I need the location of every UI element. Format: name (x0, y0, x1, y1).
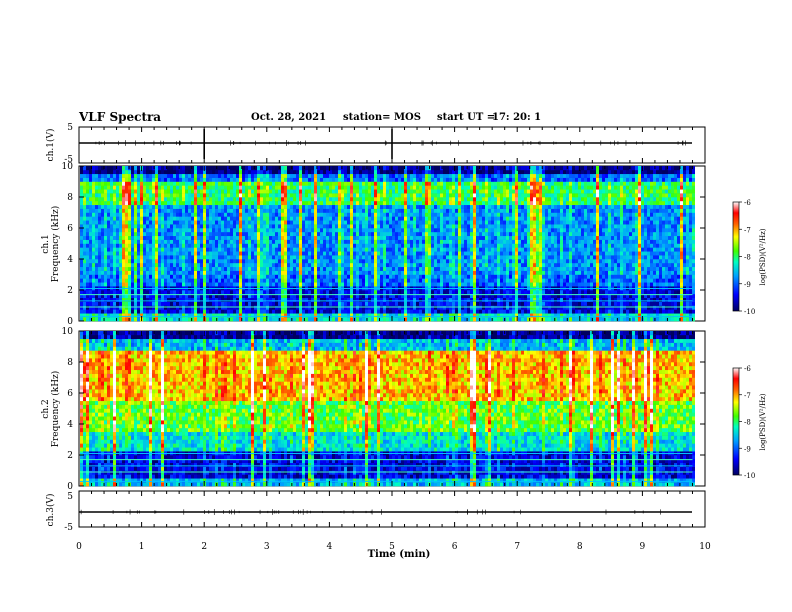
colorbar-tick-label: -7 (744, 392, 751, 400)
x-tick-label: 2 (201, 542, 207, 552)
ch2-colorbar-label: log(PSD)(V²/Hz) (759, 393, 767, 450)
ch1-spectrogram-panel: 0 2 4 6 8 10 ch.1 Frequency (kHz) (41, 162, 706, 327)
x-axis-label: Time (min) (368, 549, 431, 560)
y-tick-label: 0 (67, 317, 73, 327)
colorbar-tick-label: -7 (744, 226, 751, 234)
ch1-yticks: 0 2 4 6 8 10 (62, 162, 705, 327)
y-tick-label: 8 (67, 358, 73, 368)
ch2-colorbar-ticks: -6 -7 -8 -9 -10 (739, 365, 755, 480)
x-tick-label: 4 (327, 542, 333, 552)
x-tick-label: 3 (264, 542, 270, 552)
y-tick-label: 2 (67, 286, 73, 296)
ch1-spec-ylabel-line2: Frequency (kHz) (50, 206, 61, 283)
colorbar-tick-label: -6 (744, 365, 751, 373)
x-tick-label: 9 (640, 542, 646, 552)
colorbar-tick-label: -10 (744, 472, 755, 480)
ch3-ytick-top: 5 (67, 492, 73, 502)
x-tick-label: 10 (699, 542, 711, 552)
y-tick-label: 0 (67, 482, 73, 492)
ch2-spec-ylabel-line2: Frequency (kHz) (50, 371, 61, 448)
ch2-spec-ylabel-line1: ch.2 (41, 399, 51, 418)
ch3-spike-group (80, 509, 661, 515)
time-axis-ticks (78, 127, 706, 527)
chart-title: VLF Spectra (79, 110, 162, 124)
colorbar-tick-label: -9 (744, 445, 751, 453)
y-tick-label: 6 (67, 389, 73, 399)
colorbar-tick-label: -8 (744, 419, 751, 427)
ch1-colorbar: -6 -7 -8 -9 -10 log(PSD)(V²/Hz) (732, 199, 767, 316)
x-tick-label: 8 (577, 542, 583, 552)
ch2-spectrogram-panel: 0 2 4 6 8 10 ch.2 Frequency (kHz) (41, 327, 706, 492)
ch1-colorbar-label: log(PSD)(V²/Hz) (759, 228, 767, 285)
colorbar-tick-label: -8 (744, 254, 751, 262)
colorbar-tick-label: -10 (744, 308, 755, 316)
ch1-colorbar-ticks: -6 -7 -8 -9 -10 (739, 199, 755, 316)
date-label: Oct. 28, 2021 (251, 112, 327, 123)
ch2-colorbar: -6 -7 -8 -9 -10 log(PSD)(V²/Hz) (732, 365, 767, 480)
ch1-spectrogram-image (80, 166, 695, 322)
colorbar-tick-label: -6 (744, 199, 751, 207)
ch3-ylabel: ch.3(V) (45, 494, 56, 527)
ch1-ylabel: ch.1(V) (45, 129, 56, 162)
y-tick-label: 4 (67, 420, 73, 430)
y-tick-label: 2 (67, 451, 73, 461)
x-tick-label: 5 (389, 542, 395, 552)
x-tick-label: 6 (452, 542, 458, 552)
ch1-spike-group (95, 129, 686, 159)
start-time-value: 17: 20: 1 (492, 112, 542, 123)
colorbar-tick-label: -9 (744, 281, 751, 289)
ch1-spec-ylabel-line1: ch.1 (41, 234, 51, 253)
ch1-ytick-top: 5 (67, 123, 73, 133)
station-label: station= MOS (343, 112, 421, 123)
x-tick-label: 0 (76, 542, 82, 552)
ch2-spectrogram-image (80, 331, 695, 487)
y-tick-label: 10 (62, 162, 74, 172)
ch1-waveform-panel: 5 -5 ch.1(V) (45, 123, 706, 165)
y-tick-label: 4 (67, 255, 73, 265)
ch1-ytick-bottom: -5 (64, 155, 73, 165)
y-tick-label: 8 (67, 193, 73, 203)
x-tick-label: 7 (514, 542, 520, 552)
ch3-ytick-bottom: -5 (64, 523, 73, 533)
ch3-waveform-panel: 5 -5 ch.3(V) (45, 490, 706, 533)
time-axis-tick-labels: 0 1 2 3 4 5 6 7 8 9 10 (76, 542, 711, 552)
ch2-yticks: 0 2 4 6 8 10 (62, 327, 705, 492)
y-tick-label: 6 (67, 224, 73, 234)
start-ut-label: start UT = (437, 112, 496, 123)
y-tick-label: 10 (62, 327, 74, 337)
x-tick-label: 1 (139, 542, 145, 552)
